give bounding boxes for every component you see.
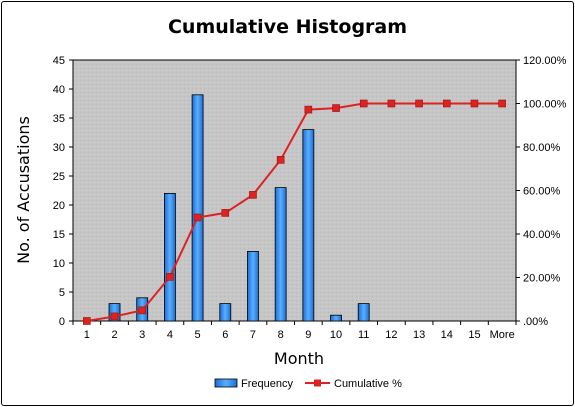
cumulative-point	[442, 99, 451, 108]
frequency-bar	[108, 303, 121, 322]
x-tick-label: 12	[385, 329, 397, 341]
x-tick-label: 8	[278, 329, 284, 341]
x-tick-label: 9	[305, 329, 311, 341]
cumulative-point	[332, 104, 340, 112]
x-tick-label: 5	[195, 329, 201, 341]
cumulative-point	[110, 312, 119, 321]
x-tick-label: 13	[413, 329, 425, 341]
x-tick-label: 15	[468, 329, 480, 341]
y-tick-label: 30	[53, 142, 65, 154]
x-axis-title: Month	[274, 349, 324, 368]
x-tick-label: 7	[250, 329, 256, 341]
cumulative-point	[498, 99, 506, 108]
y-tick-label: 45	[53, 55, 65, 67]
y-tick-label: 10	[53, 258, 65, 270]
x-tick-label: 4	[167, 329, 173, 341]
x-tick-label: 6	[222, 329, 228, 341]
cumulative-point	[138, 306, 147, 315]
y2-tick-label: 100.00%	[523, 99, 567, 111]
frequency-bar	[357, 303, 370, 322]
cumulative-point	[221, 209, 230, 217]
cumulative-point	[276, 156, 285, 164]
x-tick-label: 14	[441, 329, 453, 341]
cumulative-point	[387, 99, 396, 108]
frequency-bar	[219, 303, 232, 322]
y2-tick-label: 20.00%	[523, 273, 561, 285]
y-tick-label: 0	[59, 316, 65, 328]
y-axis-title: No. of Accusations	[14, 116, 33, 264]
plot-area	[72, 59, 517, 322]
cumulative-point	[415, 99, 423, 108]
frequency-bar	[302, 129, 315, 322]
y-tick-label: 25	[53, 171, 65, 183]
chart-title: Cumulative Histogram	[167, 16, 408, 38]
cumulative-point	[304, 105, 313, 114]
legend-frequency-label: Frequency	[241, 378, 293, 390]
x-tick-label: 10	[330, 329, 342, 341]
cumulative-point	[470, 99, 479, 108]
y-tick-label: 35	[53, 113, 65, 125]
y-tick-label: 20	[53, 200, 65, 212]
legend-cumulative-marker	[314, 379, 321, 387]
legend-frequency-swatch	[214, 378, 238, 388]
x-tick-label: 3	[139, 329, 145, 341]
y2-tick-label: 80.00%	[523, 142, 561, 154]
frequency-bar	[274, 187, 287, 322]
legend-cumulative-label: Cumulative %	[334, 378, 402, 390]
y2-tick-label: 60.00%	[523, 186, 561, 198]
x-tick-label: 2	[111, 329, 117, 341]
y-tick-label: 5	[59, 287, 65, 299]
y-tick-label: 40	[53, 84, 65, 96]
y2-tick-label: 40.00%	[523, 229, 561, 241]
cumulative-point	[193, 213, 202, 222]
frequency-bar	[191, 94, 204, 322]
x-tick-label: 1	[84, 329, 90, 341]
y2-tick-label: 120.00%	[523, 55, 567, 67]
frequency-bar	[247, 250, 259, 322]
legend: Frequency Cumulative %	[214, 378, 402, 390]
cumulative-point	[359, 99, 368, 108]
y2-tick-label: .00%	[523, 316, 548, 328]
cumulative-line	[86, 102, 503, 322]
frequency-bar	[330, 314, 342, 322]
frequency-bar	[164, 192, 176, 322]
cumulative-point	[83, 317, 91, 325]
y-tick-label: 15	[53, 229, 65, 241]
cumulative-point	[166, 273, 174, 281]
cumulative-point	[249, 191, 257, 199]
x-tick-label: 11	[358, 329, 369, 341]
x-tick-label: More	[490, 329, 515, 341]
